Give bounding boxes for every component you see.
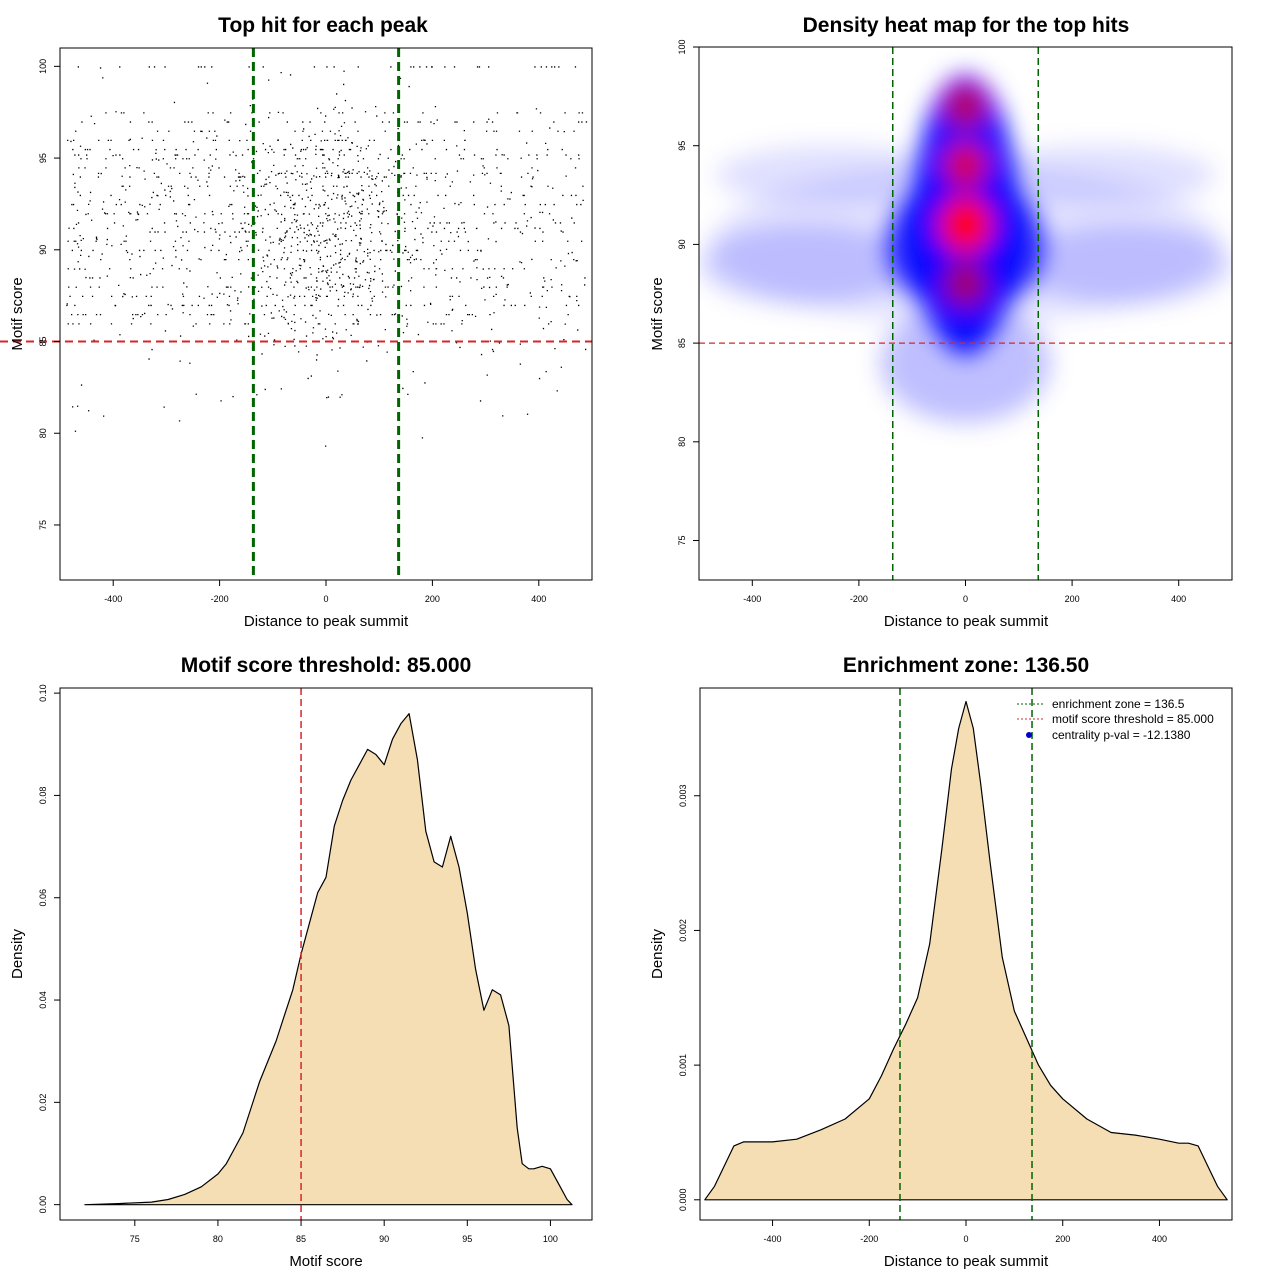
heatmap-density-layer bbox=[699, 74, 1232, 423]
x-tick-label: 85 bbox=[296, 1234, 306, 1244]
y-tick-label: 100 bbox=[677, 39, 687, 54]
scatter-x-axis: -400 -200 0 200 400 bbox=[104, 580, 546, 604]
y-tick-label: 90 bbox=[38, 245, 48, 255]
x-tick-label: 0 bbox=[963, 1234, 968, 1244]
heatmap-panel: Density heat map for the top hits -400 -2… bbox=[649, 14, 1233, 630]
scatter-points bbox=[66, 66, 588, 447]
heatmap-x-axis: -400 -200 0 200 400 bbox=[743, 580, 1186, 604]
y-tick-label: 0.002 bbox=[678, 919, 688, 942]
heatmap-x-label: Distance to peak summit bbox=[884, 613, 1049, 630]
y-tick-label: 0.02 bbox=[38, 1094, 48, 1112]
score-density-y-label: Density bbox=[9, 928, 26, 979]
heat-hotspot bbox=[945, 261, 986, 306]
score-density-area bbox=[84, 713, 573, 1206]
scatter-y-axis: 75 80 85 90 95 100 bbox=[38, 59, 60, 530]
distance-density-reference-lines bbox=[899, 688, 1033, 1220]
x-tick-label: -400 bbox=[104, 594, 122, 604]
x-tick-label: 400 bbox=[531, 594, 546, 604]
x-tick-label: 400 bbox=[1171, 594, 1186, 604]
scatter-panel: Top hit for each peak -400 -200 0 200 400 75… bbox=[0, 14, 593, 630]
y-tick-label: 0.000 bbox=[678, 1189, 688, 1212]
y-tick-label: 80 bbox=[38, 428, 48, 438]
score-density-plot-frame bbox=[59, 687, 593, 1221]
scatter-plot-frame bbox=[59, 47, 593, 581]
x-tick-label: 80 bbox=[213, 1234, 223, 1244]
heat-hotspot bbox=[945, 84, 986, 129]
scatter-title: Top hit for each peak bbox=[218, 14, 428, 37]
density-curve bbox=[704, 700, 1228, 1201]
y-tick-label: 85 bbox=[677, 338, 687, 348]
x-tick-label: -400 bbox=[764, 1234, 782, 1244]
x-tick-label: 0 bbox=[323, 594, 328, 604]
y-tick-label: 0.00 bbox=[38, 1196, 48, 1214]
x-tick-label: 200 bbox=[425, 594, 440, 604]
legend-centrality-label: centrality p-val = -12.1380 bbox=[1052, 728, 1191, 742]
x-tick-label: -200 bbox=[850, 594, 868, 604]
y-tick-label: 75 bbox=[38, 520, 48, 530]
x-tick-label: -400 bbox=[743, 594, 761, 604]
distance-density-y-label: Density bbox=[649, 928, 666, 979]
scatter-x-label: Distance to peak summit bbox=[244, 613, 409, 630]
distance-density-panel: Enrichment zone: 136.50 -400 -200 0 200 400 … bbox=[649, 654, 1233, 1270]
score-density-title: Motif score threshold: 85.000 bbox=[181, 654, 472, 677]
x-tick-label: -200 bbox=[211, 594, 229, 604]
y-tick-label: 90 bbox=[677, 239, 687, 249]
heat-hotspot bbox=[939, 196, 992, 254]
legend-threshold-label: motif score threshold = 85.000 bbox=[1052, 712, 1214, 726]
density-curve bbox=[84, 713, 573, 1206]
x-tick-label: 400 bbox=[1152, 1234, 1167, 1244]
distance-density-y-axis: 0.000 0.001 0.002 0.003 bbox=[678, 784, 700, 1211]
heatmap-reference-lines bbox=[699, 47, 1232, 580]
distance-density-legend: enrichment zone = 136.5 motif score thre… bbox=[1017, 697, 1214, 742]
y-tick-label: 0.04 bbox=[38, 991, 48, 1009]
distance-density-title: Enrichment zone: 136.50 bbox=[843, 654, 1089, 677]
distance-density-x-axis: -400 -200 0 200 400 bbox=[764, 1220, 1167, 1244]
scatter-y-label: Motif score bbox=[9, 277, 26, 350]
x-tick-label: 95 bbox=[462, 1234, 472, 1244]
heat-hotspot bbox=[945, 143, 986, 188]
legend-centrality-point-icon bbox=[1026, 732, 1032, 738]
score-density-panel: Motif score threshold: 85.000 75 80 85 90 95… bbox=[9, 654, 593, 1270]
heat-background-blob bbox=[880, 302, 1051, 423]
scatter-point-cloud bbox=[66, 66, 588, 447]
heatmap-title: Density heat map for the top hits bbox=[803, 14, 1130, 37]
y-tick-label: 0.08 bbox=[38, 787, 48, 805]
x-tick-label: 200 bbox=[1065, 594, 1080, 604]
heatmap-y-label: Motif score bbox=[649, 277, 666, 350]
distance-density-x-label: Distance to peak summit bbox=[884, 1253, 1049, 1270]
x-tick-label: -200 bbox=[860, 1234, 878, 1244]
y-tick-label: 0.06 bbox=[38, 889, 48, 907]
y-tick-label: 80 bbox=[677, 437, 687, 447]
x-tick-label: 100 bbox=[543, 1234, 558, 1244]
x-tick-label: 0 bbox=[963, 594, 968, 604]
score-density-y-axis: 0.00 0.02 0.04 0.06 0.08 0.10 bbox=[38, 684, 60, 1213]
legend-zone-label: enrichment zone = 136.5 bbox=[1052, 697, 1185, 711]
y-tick-label: 75 bbox=[677, 536, 687, 546]
y-tick-label: 85 bbox=[38, 337, 48, 347]
distance-density-area bbox=[704, 700, 1228, 1201]
y-tick-label: 95 bbox=[677, 141, 687, 151]
x-tick-label: 75 bbox=[130, 1234, 140, 1244]
scatter-reference-lines bbox=[0, 48, 592, 580]
x-tick-label: 200 bbox=[1055, 1234, 1070, 1244]
score-density-x-label: Motif score bbox=[289, 1253, 362, 1270]
y-tick-label: 0.003 bbox=[678, 784, 688, 807]
heat-background-blob bbox=[982, 145, 1216, 206]
y-tick-label: 0.10 bbox=[38, 684, 48, 702]
heat-background-blob bbox=[715, 145, 949, 206]
heatmap-y-axis: 75 80 85 90 95 100 bbox=[677, 39, 699, 546]
y-tick-label: 95 bbox=[38, 153, 48, 163]
x-tick-label: 90 bbox=[379, 1234, 389, 1244]
score-density-x-axis: 75 80 85 90 95 100 bbox=[130, 1220, 558, 1244]
y-tick-label: 0.001 bbox=[678, 1054, 688, 1077]
y-tick-label: 100 bbox=[38, 59, 48, 74]
